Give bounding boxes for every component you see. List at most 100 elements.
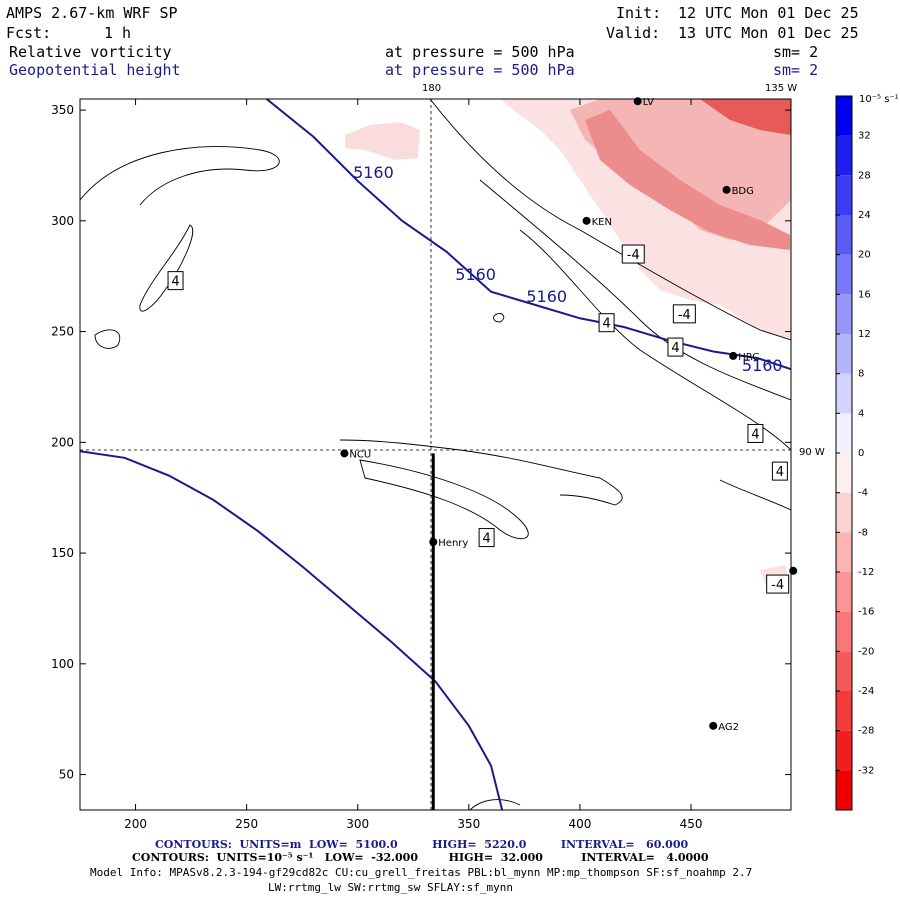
field1-name: Relative vorticity	[9, 43, 172, 61]
colorbar-segment	[836, 651, 852, 691]
y-tick-label: 150	[51, 546, 74, 560]
colorbar-tick-label: -20	[858, 646, 874, 657]
vorticity-label-4: 4	[667, 337, 684, 357]
station-dot	[789, 566, 798, 575]
y-tick-label: 50	[59, 768, 74, 782]
field1-level: at pressure = 500 hPa	[385, 43, 575, 61]
vorticity-contour-south-loop	[359, 459, 529, 540]
vorticity-contour-small-loop	[94, 329, 121, 349]
vorticity-contour-west	[80, 146, 280, 206]
vorticity-label-text: -4	[771, 578, 784, 593]
vorticity-label-box	[747, 423, 764, 443]
vorticity-contour-rhs	[719, 479, 791, 511]
vorticity-contour-labels: 4 -4 -4 4 4 4 4 4 -4	[167, 244, 790, 594]
vorticity-label-text: 4	[776, 465, 784, 480]
vorticity-label-box	[672, 304, 696, 324]
y-tick-label: 100	[51, 657, 74, 671]
colorbar-segment	[836, 770, 852, 810]
colorbar-segment	[836, 334, 852, 374]
colorbar: 32 28 24 20 16 12 8 4 0 -4 -8 -12 -16 -20 -24 -28 -32	[835, 95, 874, 811]
vorticity-contours	[80, 99, 791, 810]
colorbar-unit-label: 10⁻⁵ s⁻¹	[859, 94, 899, 105]
vorticity-shading	[345, 99, 791, 595]
colorbar-segment	[836, 294, 852, 334]
plot-frame	[79, 98, 792, 811]
field1-smooth: sm= 2	[773, 43, 818, 61]
y-tick-label: 200	[51, 435, 74, 449]
colorbar-tick-label: 16	[858, 289, 871, 300]
x-tick-label: 350	[457, 817, 480, 831]
station-name: AG2	[718, 722, 739, 733]
footer-model-info-2: LW:rrtmg_lw SW:rrtmg_sw SFLAY:sf_mynn	[268, 881, 513, 894]
y-tick-label: 300	[51, 214, 74, 228]
station-dot	[429, 537, 438, 546]
colorbar-tick-label: 12	[858, 329, 871, 340]
meridian-90w-label: 90 W	[799, 447, 825, 458]
x-tick-label: 300	[346, 817, 369, 831]
fcst-value: 1 h	[104, 24, 131, 42]
colorbar-segment	[836, 492, 852, 533]
x-tick-label: 250	[235, 817, 258, 831]
vorticity-label-0: 4	[167, 271, 184, 291]
colorbar-tick-label: 20	[858, 250, 871, 261]
valid-value: 13 UTC Mon 01 Dec 25	[678, 24, 859, 42]
colorbar-segment	[836, 96, 852, 136]
height-contour-5220	[80, 450, 504, 810]
colorbar-tick-label: 0	[858, 448, 864, 459]
colorbar-segment	[836, 730, 852, 771]
vorticity-contour-ridge-3	[519, 229, 791, 451]
vorticity-label-box	[771, 461, 788, 481]
colorbar-segment	[836, 532, 852, 572]
y-axis-ticks: 50 100 150 200 250 300 350	[51, 103, 791, 782]
vorticity-label-7: 4	[478, 528, 495, 548]
station-name: HRC	[738, 352, 759, 363]
y-tick-label: 250	[51, 325, 74, 339]
station-dot	[709, 721, 718, 730]
height-contour-labels: 5160 5160 5160 5160	[353, 163, 783, 375]
field2-level: at pressure = 500 hPa	[385, 61, 575, 79]
height-label-1: 5160	[455, 265, 496, 284]
model-title: AMPS 2.67-km WRF SP	[6, 4, 178, 22]
meridian-135w-label: 135 W	[765, 83, 797, 94]
vorticity-label-text: 4	[171, 275, 179, 290]
vorticity-label-box	[766, 574, 790, 594]
station-unnamed	[789, 566, 798, 575]
vorticity-label-3: 4	[598, 313, 615, 333]
vorticity-label-text: 4	[602, 317, 610, 332]
x-tick-label: 450	[680, 817, 703, 831]
colorbar-segment	[836, 611, 852, 652]
colorbar-tick-label: -4	[858, 488, 868, 499]
meridian-180-label: 180	[422, 83, 441, 94]
vorticity-contour-small-2	[493, 312, 505, 323]
station-hrc: HRC	[729, 351, 759, 363]
vorticity-label-box	[478, 528, 495, 548]
height-label-2: 5160	[526, 287, 567, 306]
colorbar-segment	[836, 215, 852, 255]
colorbar-segment	[836, 373, 852, 414]
init-value: 12 UTC Mon 01 Dec 25	[678, 4, 859, 22]
colorbar-segment	[836, 175, 852, 215]
footer-vorticity-contours: CONTOURS: UNITS=10⁻⁵ s⁻¹ LOW= -32.000 HI…	[132, 851, 709, 864]
colorbar-segment	[836, 254, 852, 295]
vorticity-label-text: 4	[671, 341, 679, 356]
colorbar-tick-label: -8	[858, 527, 868, 538]
vorticity-label-1: -4	[621, 244, 645, 264]
station-dot	[729, 351, 738, 360]
station-dot	[582, 216, 591, 225]
valid-label: Valid:	[606, 24, 660, 42]
footer-height-contours: CONTOURS: UNITS=m LOW= 5100.0 HIGH= 5220…	[155, 838, 688, 851]
station-name: NCU	[349, 449, 371, 460]
station-name: KEN	[592, 217, 612, 228]
station-ncu: NCU	[340, 449, 371, 460]
vorticity-negative-peak	[700, 99, 791, 135]
station-ag2: AG2	[709, 721, 739, 733]
station-henry: Henry	[429, 537, 468, 549]
height-label-3: 5160	[742, 356, 783, 375]
colorbar-tick-label: -28	[858, 726, 874, 737]
height-contour-5160	[266, 99, 791, 371]
field2-name: Geopotential height	[9, 61, 181, 79]
vorticity-contour-lower	[469, 799, 521, 810]
vorticity-contour-central	[339, 439, 623, 506]
height-contours	[80, 99, 791, 810]
